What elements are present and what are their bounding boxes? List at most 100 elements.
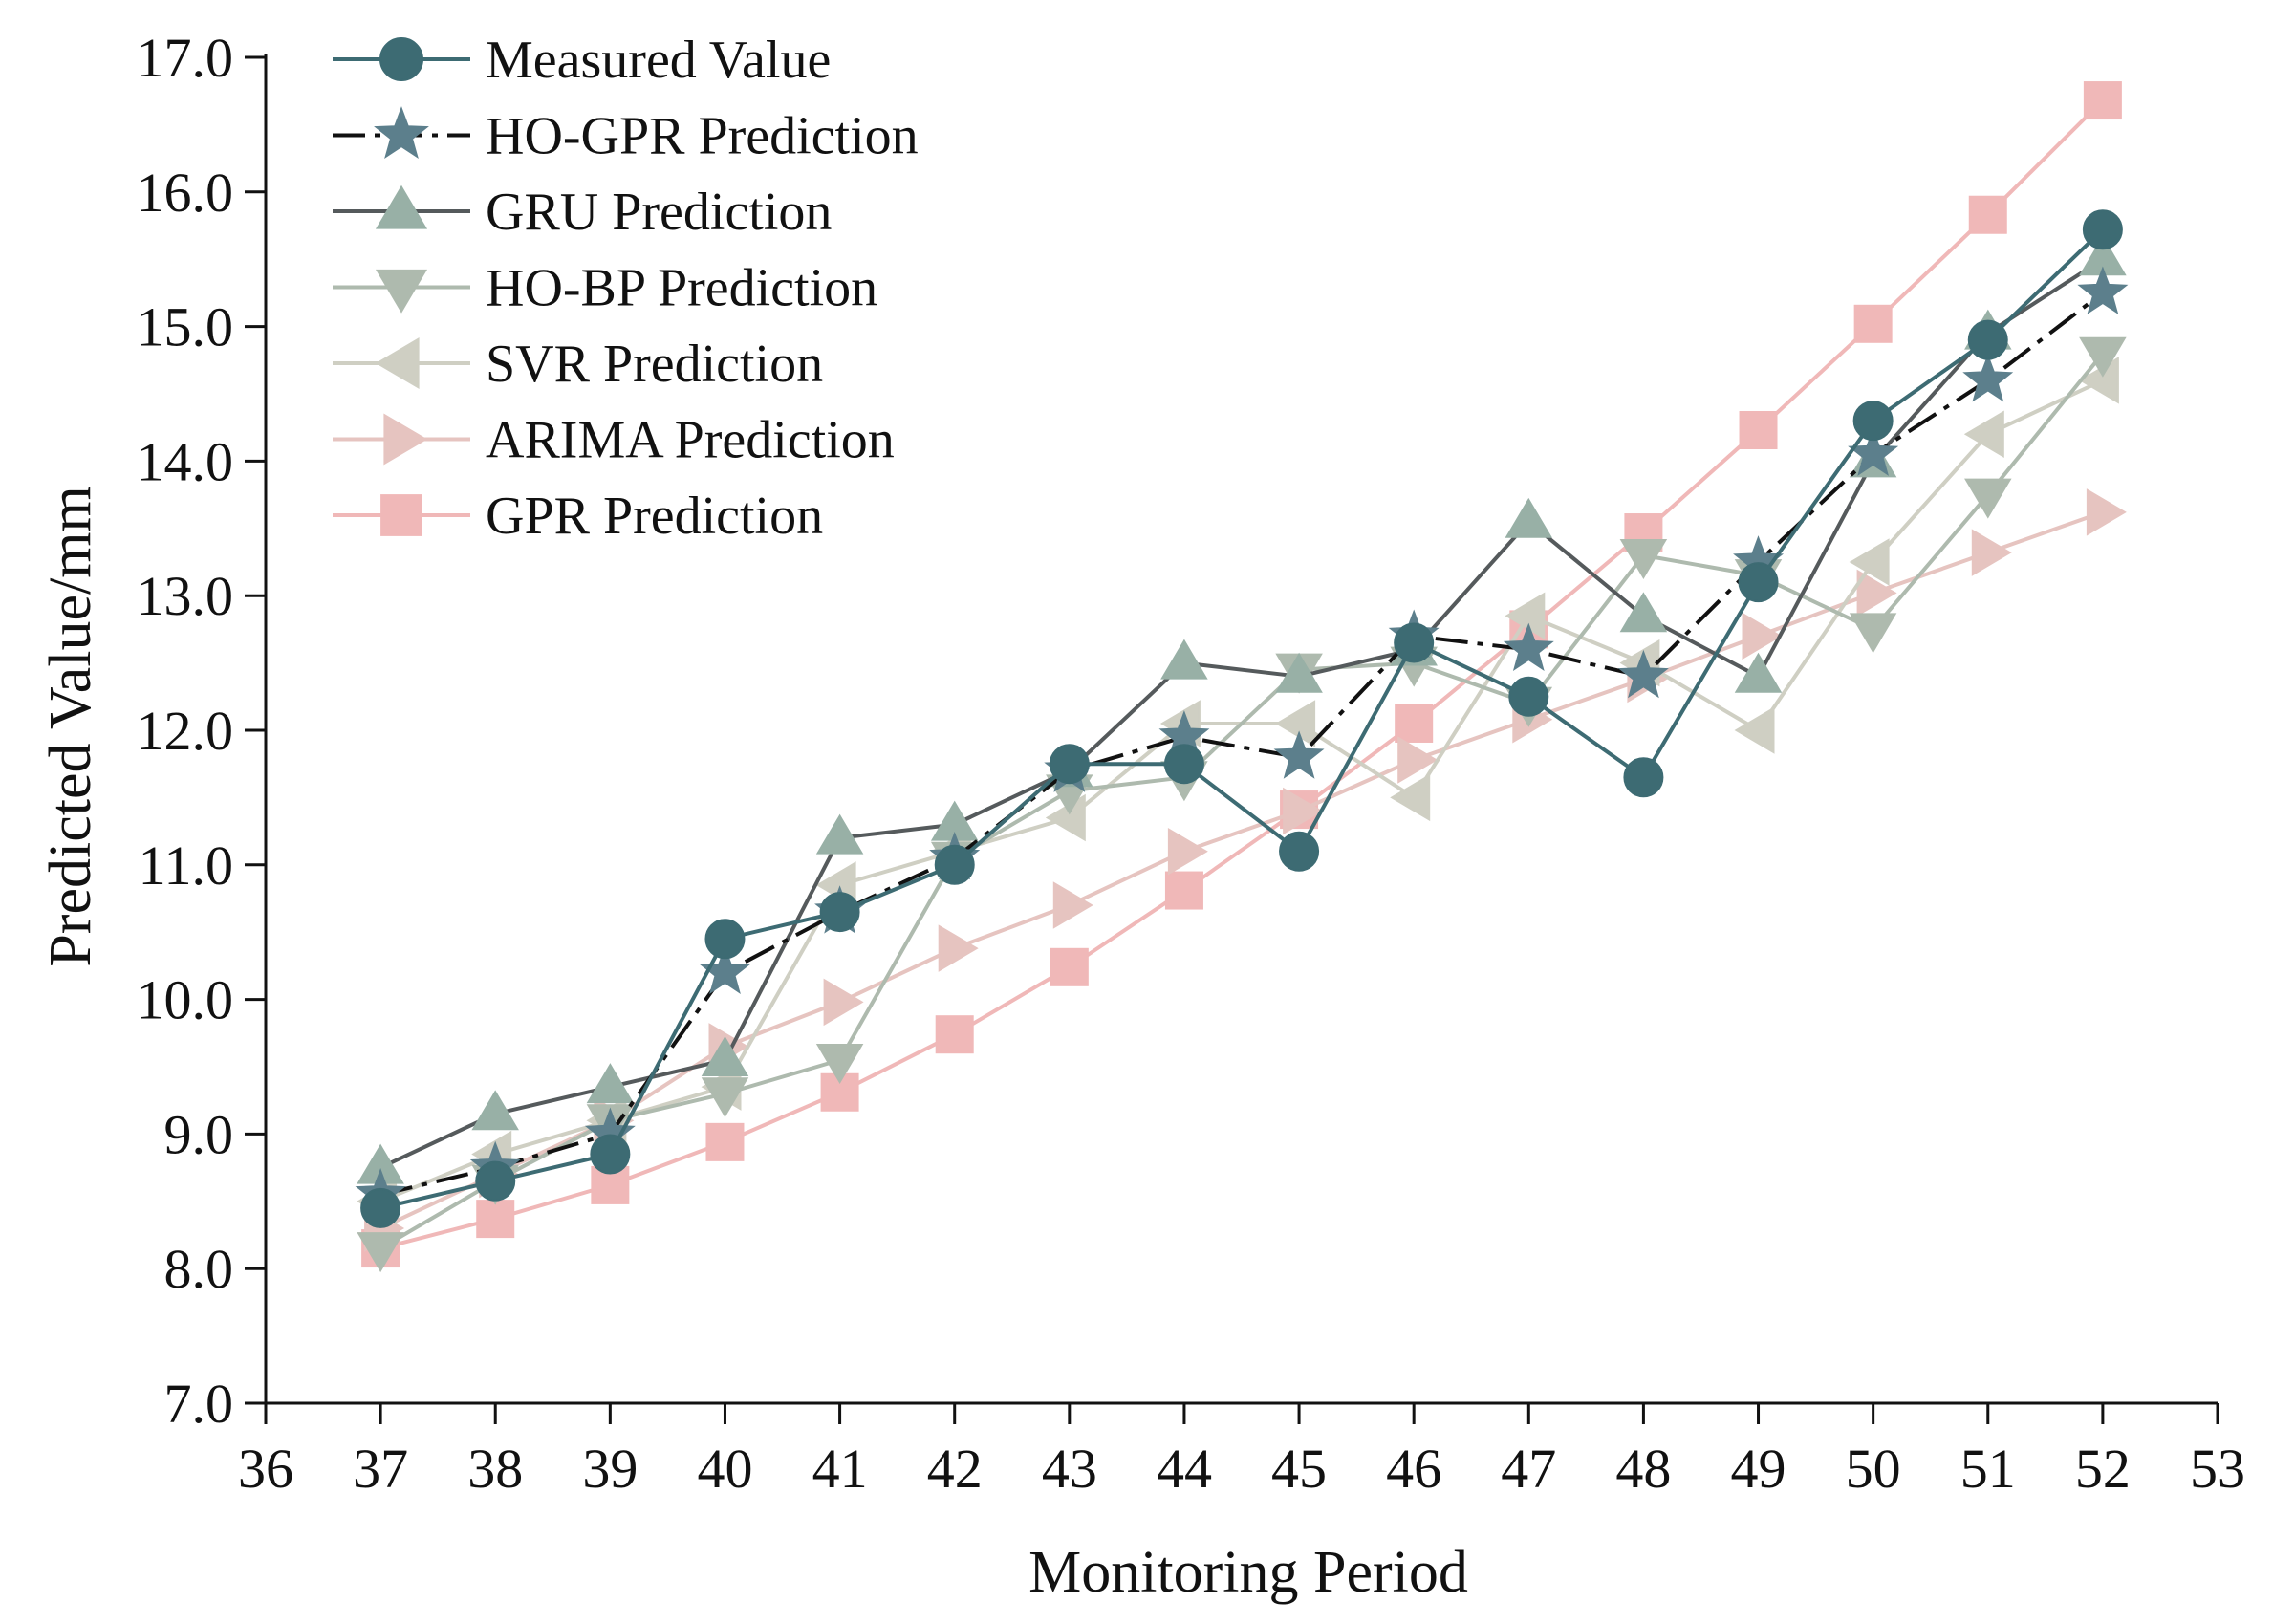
x-tick-label: 48 <box>1615 1438 1671 1500</box>
data-point <box>823 978 864 1027</box>
axes: 36 37 38 39 40 41 42 43 44 45 46 47 48 49 50 51 52 53 7.0 8… <box>137 27 2246 1500</box>
legend-item-gru-prediction: GRU Prediction <box>333 183 832 242</box>
data-point <box>2083 81 2122 120</box>
data-point <box>1739 411 1778 450</box>
data-point <box>1163 744 1204 785</box>
legend-marker <box>375 336 420 390</box>
data-point <box>475 1160 516 1202</box>
legend-label: ARIMA Prediction <box>486 411 895 470</box>
y-tick-label: 13.0 <box>137 565 234 627</box>
data-point <box>1619 592 1668 633</box>
legend-label: GPR Prediction <box>486 487 823 546</box>
data-point <box>1390 773 1431 822</box>
data-point <box>2082 209 2123 250</box>
legend: Measured Value HO-GPR Prediction GRU Predi… <box>333 31 919 546</box>
legend-item-arima-prediction: ARIMA Prediction <box>333 411 895 470</box>
data-point <box>1849 538 1890 586</box>
legend-marker <box>375 269 428 314</box>
data-point <box>1853 304 1893 343</box>
data-point <box>1964 478 2012 519</box>
x-tick-label: 43 <box>1042 1438 1097 1500</box>
series-line <box>379 98 2105 1251</box>
x-tick-label: 49 <box>1731 1438 1786 1500</box>
series-measured-value <box>360 209 2123 1228</box>
data-point <box>2086 488 2127 536</box>
x-tick-label: 38 <box>467 1438 523 1500</box>
legend-marker <box>380 494 422 536</box>
x-tick-label: 52 <box>2075 1438 2131 1500</box>
data-point <box>2079 336 2127 378</box>
series-line <box>379 227 2105 1210</box>
y-tick-label: 16.0 <box>137 162 234 224</box>
y-tick-label: 8.0 <box>164 1238 234 1300</box>
data-point <box>357 1232 404 1273</box>
data-point <box>1849 613 1897 654</box>
data-point <box>1734 652 1783 693</box>
data-point <box>1164 871 1203 910</box>
legend-item-svr-prediction: SVR Prediction <box>333 335 823 394</box>
data-point <box>1394 622 1435 663</box>
data-point <box>815 1044 864 1084</box>
legend-marker <box>383 413 428 466</box>
data-point <box>1508 676 1549 717</box>
series-gru-prediction <box>357 235 2127 1184</box>
data-point <box>1856 569 1897 617</box>
data-point <box>360 1187 401 1228</box>
data-point <box>590 1134 631 1175</box>
legend-marker <box>379 37 423 81</box>
data-point <box>1742 612 1783 660</box>
series-line <box>379 352 2105 1250</box>
legend-item-ho-bp-prediction: HO-BP Prediction <box>333 259 877 318</box>
data-point <box>705 1122 745 1161</box>
data-point <box>1967 319 2008 360</box>
y-tick-label: 15.0 <box>137 296 234 358</box>
y-tick-label: 9.0 <box>164 1103 234 1165</box>
legend-marker <box>375 184 428 229</box>
data-point <box>1962 354 2014 402</box>
data-point <box>699 945 750 995</box>
x-tick-label: 39 <box>582 1438 638 1500</box>
x-tick-label: 36 <box>238 1438 293 1500</box>
legend-item-ho-gpr-prediction: HO-GPR Prediction <box>333 106 919 166</box>
data-point <box>2077 266 2129 314</box>
data-point <box>1050 947 1089 986</box>
x-tick-label: 41 <box>812 1438 868 1500</box>
x-axis-title: Monitoring Period <box>1028 1540 1468 1605</box>
x-tick-label: 50 <box>1846 1438 1901 1500</box>
data-point <box>1505 497 1553 538</box>
x-tick-label: 37 <box>353 1438 408 1500</box>
series-line <box>379 510 2104 1230</box>
y-tick-label: 14.0 <box>137 430 234 492</box>
y-tick-label: 17.0 <box>137 27 234 89</box>
data-point <box>701 1036 749 1076</box>
data-point <box>1397 736 1439 784</box>
series-arima-prediction <box>364 488 2127 1252</box>
legend-item-gpr-prediction: GPR Prediction <box>333 487 823 546</box>
data-point <box>1617 649 1669 699</box>
data-point <box>1963 410 2004 458</box>
data-point <box>1971 529 2012 576</box>
data-point <box>471 1090 519 1131</box>
y-axis-title: Predicted Value/mm <box>38 486 103 966</box>
x-tick-label: 53 <box>2190 1438 2245 1500</box>
data-point <box>1503 622 1554 672</box>
x-tick-label: 40 <box>697 1438 752 1500</box>
data-point <box>1275 652 1323 693</box>
x-tick-label: 46 <box>1386 1438 1441 1500</box>
data-point <box>935 1015 974 1054</box>
data-point <box>1160 639 1208 680</box>
legend-label: SVR Prediction <box>486 335 823 394</box>
legend-label: HO-GPR Prediction <box>486 107 919 166</box>
legend-label: HO-BP Prediction <box>486 259 877 318</box>
legend-item-measured-value: Measured Value <box>333 31 831 90</box>
data-point <box>1279 831 1320 872</box>
data-point <box>938 924 979 972</box>
x-tick-label: 42 <box>927 1438 983 1500</box>
data-point <box>704 919 746 960</box>
data-point <box>701 1077 749 1118</box>
x-tick-label: 47 <box>1501 1438 1556 1500</box>
x-tick-label: 51 <box>1960 1438 2016 1500</box>
y-tick-label: 10.0 <box>137 969 234 1031</box>
legend-label: Measured Value <box>486 31 831 90</box>
